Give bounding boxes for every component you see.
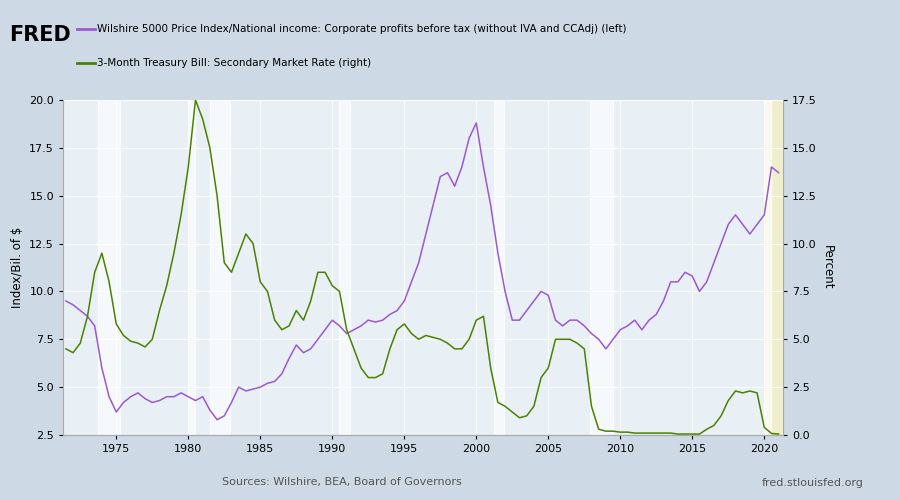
Text: FRED: FRED xyxy=(9,25,71,45)
Bar xyxy=(210,100,230,435)
Bar xyxy=(764,100,783,435)
Text: fred.stlouisfed.org: fred.stlouisfed.org xyxy=(762,478,864,488)
Text: 3-Month Treasury Bill: Secondary Market Rate (right): 3-Month Treasury Bill: Secondary Market … xyxy=(97,58,372,68)
Bar xyxy=(764,100,771,435)
Bar xyxy=(494,100,504,435)
Bar xyxy=(339,100,350,435)
Y-axis label: Index/Bil. of $: Index/Bil. of $ xyxy=(11,227,23,308)
Text: Wilshire 5000 Price Index/National income: Corporate profits before tax (without: Wilshire 5000 Price Index/National incom… xyxy=(97,24,626,34)
Text: Sources: Wilshire, BEA, Board of Governors: Sources: Wilshire, BEA, Board of Governo… xyxy=(222,478,462,488)
Y-axis label: Percent: Percent xyxy=(821,245,833,290)
Bar xyxy=(590,100,613,435)
Bar xyxy=(188,100,195,435)
Bar xyxy=(98,100,120,435)
